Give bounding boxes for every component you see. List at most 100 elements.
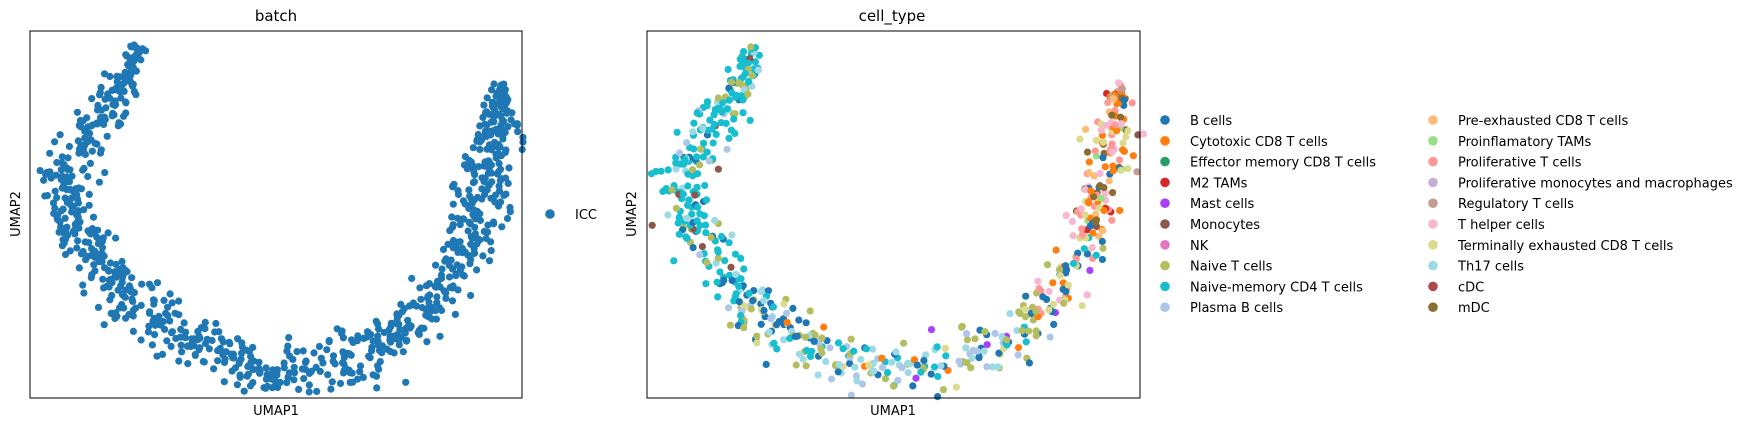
chart-title-cell-type: cell_type: [859, 7, 926, 26]
data-point: [731, 250, 740, 258]
legend-label: ICC: [575, 208, 597, 223]
data-point: [780, 336, 788, 344]
data-point: [505, 164, 513, 172]
data-point: [100, 321, 108, 329]
legend-label: Effector memory CD8 T cells: [1190, 156, 1376, 171]
data-point: [417, 295, 425, 303]
data-point: [1055, 266, 1064, 274]
data-point: [285, 369, 293, 377]
data-point: [160, 296, 168, 304]
data-point: [81, 150, 89, 158]
data-point: [693, 217, 701, 225]
data-point: [201, 325, 209, 333]
data-point: [1087, 187, 1095, 195]
data-point: [870, 367, 878, 375]
data-point: [740, 324, 748, 332]
data-point: [245, 347, 253, 356]
data-point: [975, 354, 983, 362]
legend-marker: [1160, 115, 1170, 125]
data-point: [672, 165, 680, 173]
data-point: [732, 270, 740, 278]
data-point: [161, 325, 169, 333]
data-point: [125, 62, 133, 70]
data-point: [795, 350, 804, 358]
data-point: [1025, 359, 1033, 367]
data-point: [485, 141, 494, 149]
legend-label: Mast cells: [1190, 197, 1255, 212]
data-point: [487, 247, 495, 255]
data-point: [814, 371, 822, 379]
data-point: [150, 296, 158, 305]
data-point: [164, 311, 172, 319]
data-point: [668, 186, 676, 194]
data-point: [481, 109, 490, 117]
data-point: [489, 103, 497, 111]
data-point: [746, 116, 754, 124]
data-point: [199, 358, 207, 366]
data-point: [129, 306, 138, 314]
data-point: [1049, 279, 1057, 287]
data-point: [1032, 307, 1040, 315]
data-point: [1022, 338, 1030, 346]
data-point: [83, 114, 91, 122]
legend-marker: [1160, 219, 1170, 229]
data-point: [129, 327, 137, 335]
data-point: [1078, 302, 1086, 310]
data-point: [913, 361, 921, 369]
data-point: [95, 178, 103, 186]
data-point: [735, 79, 743, 87]
data-point: [1014, 351, 1022, 359]
data-point: [65, 142, 73, 151]
data-point: [912, 374, 920, 382]
data-point: [937, 362, 945, 370]
data-point: [94, 226, 102, 234]
data-point: [727, 263, 735, 271]
data-point: [685, 196, 693, 204]
data-point: [345, 367, 354, 375]
data-point: [1081, 211, 1089, 219]
data-point: [469, 144, 477, 152]
data-point: [834, 368, 842, 376]
data-point: [111, 268, 119, 276]
data-point: [881, 375, 890, 383]
data-point: [495, 182, 503, 190]
data-point: [995, 349, 1003, 357]
data-point: [55, 228, 63, 236]
data-point: [983, 341, 991, 349]
data-point: [99, 275, 107, 283]
data-point: [1085, 158, 1093, 166]
data-point: [483, 228, 492, 236]
data-point: [442, 294, 450, 302]
data-point: [892, 348, 900, 356]
legend-marker: [545, 209, 555, 219]
data-point: [127, 288, 135, 296]
data-point: [369, 337, 377, 345]
data-point: [504, 179, 512, 187]
data-point: [53, 194, 61, 202]
data-point: [745, 289, 753, 297]
data-point: [36, 167, 44, 175]
data-point: [339, 369, 348, 377]
data-point: [714, 248, 722, 256]
data-point: [387, 319, 395, 327]
data-point: [127, 78, 135, 86]
data-point: [684, 170, 692, 178]
data-point: [464, 251, 472, 259]
data-point: [817, 345, 825, 353]
data-point: [941, 344, 950, 352]
x-axis-label-cell-type: UMAP1: [870, 404, 916, 419]
data-point: [1124, 165, 1132, 173]
data-point: [53, 214, 61, 222]
data-point: [1095, 232, 1103, 240]
data-point: [121, 68, 129, 76]
legend-label: T helper cells: [1457, 218, 1545, 233]
data-point: [482, 132, 490, 141]
data-point: [958, 322, 966, 330]
data-point: [802, 333, 810, 341]
data-point: [683, 139, 691, 147]
data-point: [106, 72, 114, 81]
data-point: [93, 233, 101, 241]
data-point: [130, 43, 138, 51]
data-point: [676, 149, 684, 157]
data-point: [1092, 218, 1100, 226]
